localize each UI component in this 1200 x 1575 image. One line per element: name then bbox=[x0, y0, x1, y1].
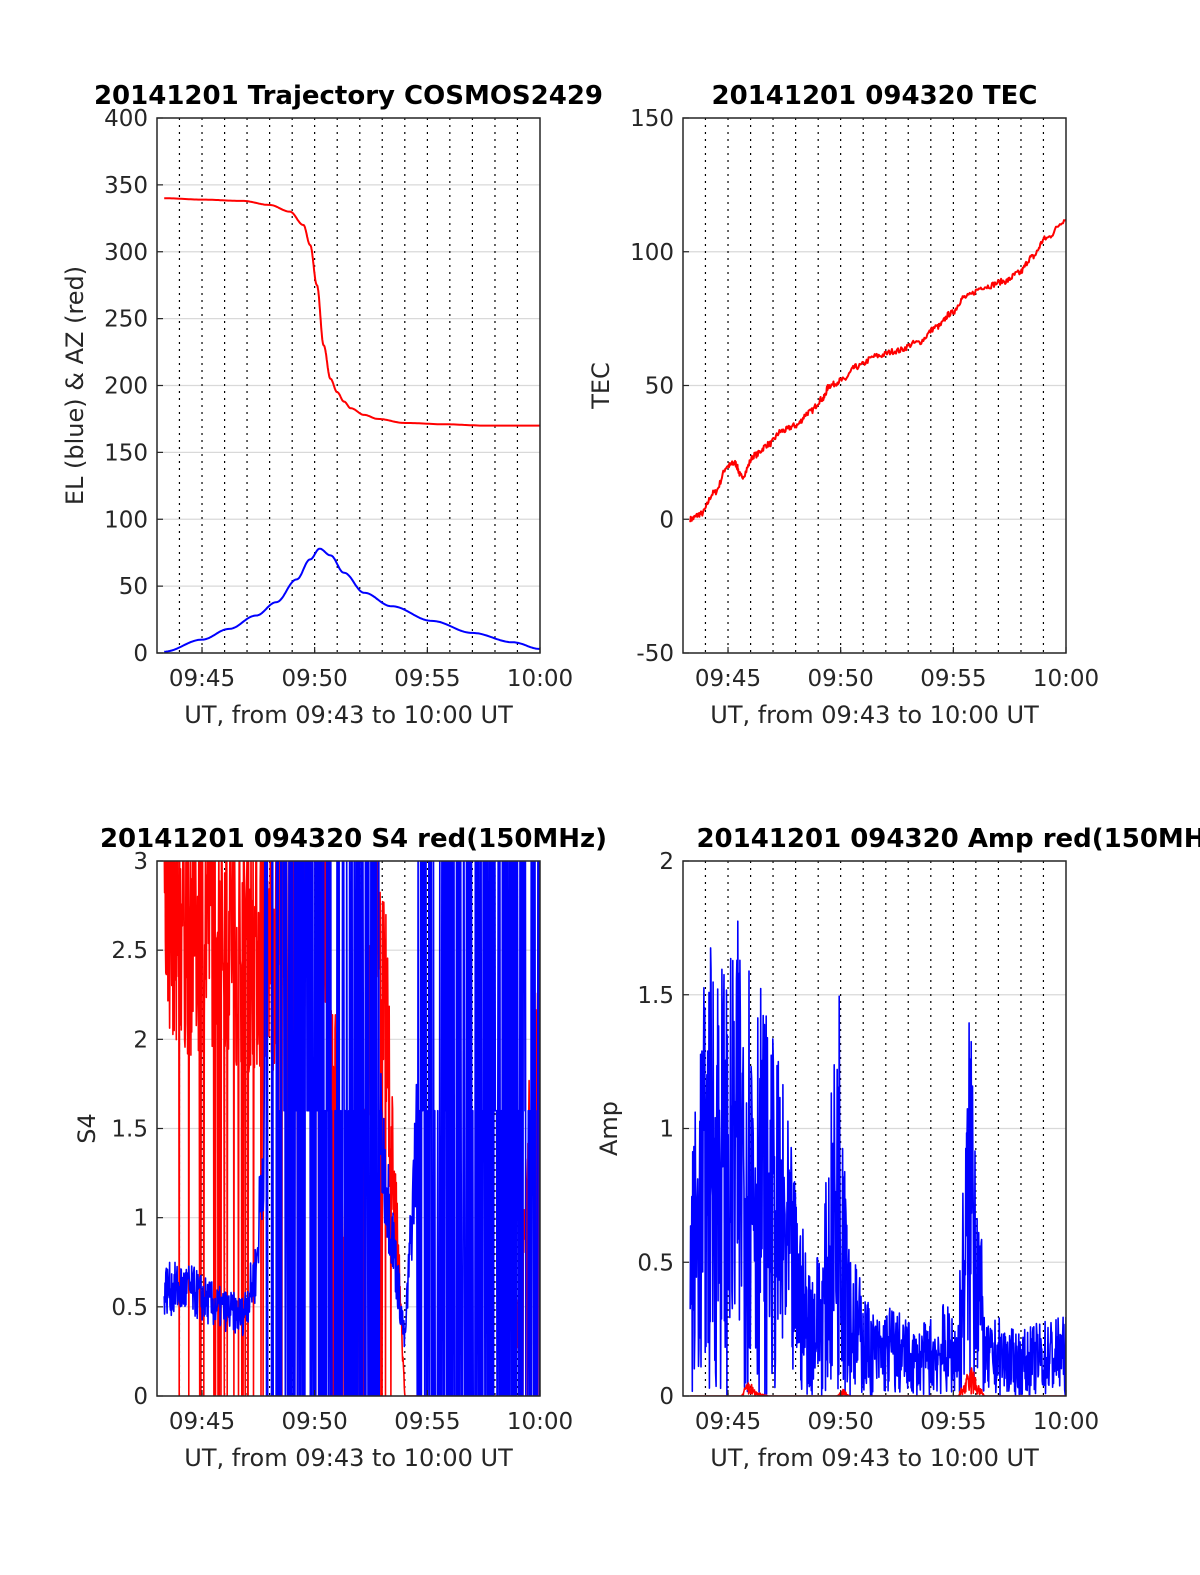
y-tick-label: 100 bbox=[104, 507, 148, 533]
y-tick-label: 0.5 bbox=[637, 1250, 674, 1276]
series-line-blue bbox=[689, 920, 1066, 1396]
y-tick-label: 0 bbox=[659, 1384, 674, 1410]
x-tick-label: 10:00 bbox=[1033, 666, 1099, 692]
y-tick-label: 1 bbox=[133, 1206, 148, 1232]
panel-tec: 09:45 09:50 09:55 10:00 -50 0 50 100 150 2014120… bbox=[587, 81, 1099, 729]
y-tick-label: 2 bbox=[659, 849, 674, 875]
x-axis: 09:45 09:50 09:55 10:00 bbox=[169, 1390, 573, 1435]
chart-title: 20141201 094320 S4 red(150MHz) bbox=[100, 824, 607, 854]
y-tick-label: 0 bbox=[133, 641, 148, 667]
series-group bbox=[163, 861, 540, 1396]
x-tick-label: 09:55 bbox=[394, 1409, 460, 1435]
panel-amp: 09:45 09:50 09:55 10:00 0 0.5 1 1.5 2 20141201 0… bbox=[595, 824, 1200, 1472]
chart-title: 20141201 094320 Amp red(150MHz) bbox=[696, 824, 1200, 854]
y-axis: 0 0.5 1 1.5 2 bbox=[637, 849, 689, 1410]
chart-title: 20141201 Trajectory COSMOS2429 bbox=[94, 81, 603, 111]
x-tick-label: 09:50 bbox=[281, 666, 347, 692]
y-tick-label: 50 bbox=[645, 374, 674, 400]
x-tick-label: 09:45 bbox=[695, 1409, 761, 1435]
series-line-blue bbox=[163, 861, 540, 1396]
y-tick-label: 0 bbox=[659, 507, 674, 533]
x-axis-label: UT, from 09:43 to 10:00 UT bbox=[710, 1444, 1039, 1472]
x-axis-label: UT, from 09:43 to 10:00 UT bbox=[184, 701, 513, 729]
y-tick-label: 100 bbox=[630, 240, 674, 266]
x-tick-label: 09:50 bbox=[281, 1409, 347, 1435]
series-group bbox=[689, 920, 1066, 1396]
y-axis-label: Amp bbox=[595, 1101, 623, 1156]
y-tick-label: 50 bbox=[119, 574, 148, 600]
y-axis-label: S4 bbox=[73, 1113, 101, 1144]
y-tick-label: 1 bbox=[659, 1117, 674, 1143]
x-tick-label: 09:55 bbox=[394, 666, 460, 692]
x-tick-label: 09:45 bbox=[169, 1409, 235, 1435]
x-tick-label: 10:00 bbox=[507, 666, 573, 692]
y-tick-label: 2.5 bbox=[111, 938, 148, 964]
x-tick-label: 10:00 bbox=[1033, 1409, 1099, 1435]
y-axis: 0 0.5 1 1.5 2 2.5 3 bbox=[111, 849, 163, 1410]
y-axis-label: TEC bbox=[587, 362, 615, 410]
grid bbox=[683, 117, 1066, 654]
series-group bbox=[689, 218, 1066, 523]
x-tick-label: 09:45 bbox=[695, 666, 761, 692]
series-group bbox=[164, 197, 540, 653]
y-tick-label: 200 bbox=[104, 374, 148, 400]
y-axis: 0 50 100 150 200 250 300 350 400 bbox=[104, 106, 163, 667]
x-tick-label: 09:45 bbox=[169, 666, 235, 692]
x-tick-label: 10:00 bbox=[507, 1409, 573, 1435]
panel-s4: 09:45 09:50 09:55 10:00 0 0.5 1 1.5 2 2.5 3 201412… bbox=[73, 824, 607, 1472]
y-tick-label: 150 bbox=[630, 106, 674, 132]
y-tick-label: 150 bbox=[104, 440, 148, 466]
series-line-red bbox=[689, 218, 1066, 523]
y-tick-label: 1.5 bbox=[111, 1117, 148, 1143]
x-axis: 09:45 09:50 09:55 10:00 bbox=[695, 1390, 1099, 1435]
y-tick-label: 0.5 bbox=[111, 1295, 148, 1321]
y-tick-label: 1.5 bbox=[637, 983, 674, 1009]
y-tick-label: 2 bbox=[133, 1027, 148, 1053]
x-tick-label: 09:50 bbox=[807, 1409, 873, 1435]
series-line-red bbox=[164, 197, 540, 427]
series-line-red bbox=[689, 1367, 1066, 1396]
x-axis: 09:45 09:50 09:55 10:00 bbox=[169, 647, 573, 692]
x-tick-label: 09:55 bbox=[920, 666, 986, 692]
y-tick-label: 0 bbox=[133, 1384, 148, 1410]
y-tick-label: 250 bbox=[104, 307, 148, 333]
x-axis: 09:45 09:50 09:55 10:00 bbox=[695, 647, 1099, 692]
y-tick-label: 400 bbox=[104, 106, 148, 132]
y-axis-label: EL (blue) & AZ (red) bbox=[61, 266, 89, 505]
y-tick-label: 3 bbox=[133, 849, 148, 875]
y-tick-label: 300 bbox=[104, 240, 148, 266]
x-axis-label: UT, from 09:43 to 10:00 UT bbox=[184, 1444, 513, 1472]
x-axis-label: UT, from 09:43 to 10:00 UT bbox=[710, 701, 1039, 729]
y-axis: -50 0 50 100 150 bbox=[630, 106, 689, 667]
panel-trajectory: 09:45 09:50 09:55 10:00 0 50 100 150 200 250 300 35… bbox=[61, 81, 603, 729]
series-line-blue bbox=[164, 547, 540, 653]
y-tick-label: -50 bbox=[636, 641, 674, 667]
x-tick-label: 09:50 bbox=[807, 666, 873, 692]
y-tick-label: 350 bbox=[104, 173, 148, 199]
x-tick-label: 09:55 bbox=[920, 1409, 986, 1435]
chart-title: 20141201 094320 TEC bbox=[712, 81, 1038, 111]
